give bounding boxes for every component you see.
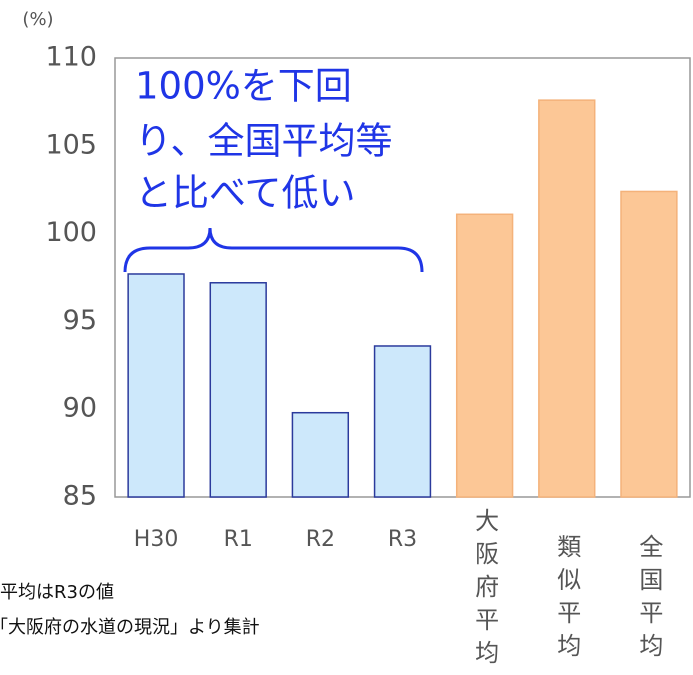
brace (123, 227, 424, 273)
bar (538, 99, 596, 498)
x-tick-label: 全国平均 (635, 534, 663, 666)
annotation: と比べて低い (135, 172, 356, 215)
x-tick-label: R2 (306, 527, 335, 552)
footnote: 「大阪府の水道の現況」より集計 (0, 617, 260, 638)
y-tick-label: 90 (63, 393, 97, 424)
annotation: 100%を下回 (135, 65, 352, 108)
y-tick-label: 95 (63, 305, 97, 336)
x-tick-label: 類似平均 (553, 534, 581, 666)
bar (620, 190, 678, 498)
x-tick-label: 大阪府平均 (471, 508, 499, 673)
x-tick-label: R1 (224, 527, 253, 552)
bar (455, 213, 514, 498)
footnote: 平均はR3の値 (0, 582, 114, 603)
bar (373, 345, 432, 498)
y-tick-label: 105 (45, 129, 97, 160)
y-axis-label: (%) (22, 9, 53, 30)
bar (127, 273, 185, 498)
bar (291, 411, 350, 498)
annotation: り、全国平均等 (135, 120, 393, 163)
y-tick-label: 110 (45, 42, 97, 73)
bar (209, 282, 267, 498)
y-tick-label: 100 (45, 217, 97, 248)
x-tick-label: R3 (388, 527, 417, 552)
y-tick-label: 85 (63, 481, 97, 512)
x-tick-label: H30 (134, 527, 179, 552)
